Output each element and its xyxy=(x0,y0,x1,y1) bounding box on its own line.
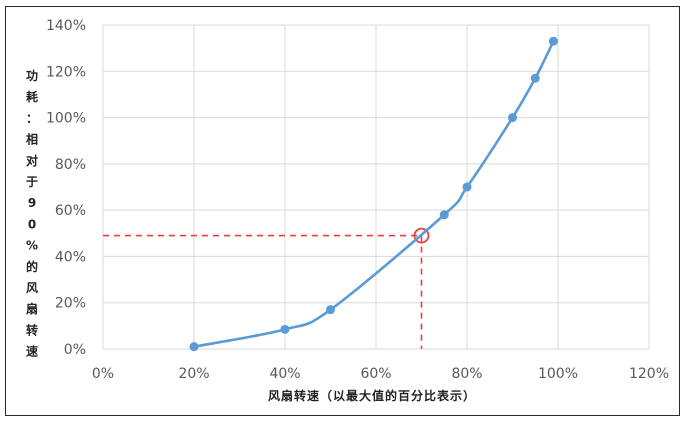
y-tick-label: 60% xyxy=(55,203,86,219)
y-axis-label-char: 扇 xyxy=(26,301,38,316)
data-point xyxy=(508,113,517,123)
y-tick-label: 40% xyxy=(55,249,86,265)
series-line xyxy=(192,39,555,348)
y-axis-label-char: % xyxy=(26,239,38,253)
data-point xyxy=(548,36,558,46)
annotation-circle xyxy=(413,227,430,244)
y-axis-label-char: 速 xyxy=(26,344,38,359)
data-point xyxy=(439,210,449,220)
data-point xyxy=(280,324,290,334)
y-tick-label: 20% xyxy=(55,296,86,312)
y-axis-label-char: 9 xyxy=(28,196,36,210)
data-point xyxy=(462,182,472,192)
y-axis-label-char: 转 xyxy=(26,322,38,337)
x-tick-label: 40% xyxy=(269,366,300,382)
x-tick-label: 80% xyxy=(451,366,482,382)
grid-lines xyxy=(102,24,650,350)
x-axis-ticks: 0% 20% 40% 60% 80% 100% 120% xyxy=(92,366,669,382)
y-axis-label-char: 风 xyxy=(26,281,38,295)
data-point xyxy=(189,342,199,352)
y-axis-label-char: 相 xyxy=(26,132,38,147)
y-axis-label-char: ： xyxy=(26,111,38,125)
annotation-guides xyxy=(103,227,430,349)
y-tick-label: 80% xyxy=(55,157,86,173)
x-tick-label: 100% xyxy=(538,366,578,382)
y-axis-label-char: 的 xyxy=(26,259,38,274)
x-tick-label: 60% xyxy=(360,366,391,382)
y-axis-label-char: 功 xyxy=(26,68,38,83)
y-tick-label: 0% xyxy=(64,342,86,358)
y-axis-ticks: 0% 20% 40% 60% 80% 100% 120% 140% xyxy=(46,18,86,358)
series-line-path xyxy=(192,39,555,348)
y-axis-label-char: 耗 xyxy=(26,89,38,104)
x-tick-label: 0% xyxy=(92,366,114,382)
y-tick-label: 120% xyxy=(46,64,86,80)
y-tick-label: 140% xyxy=(46,18,86,34)
x-axis-label: 风扇转速（以最大值的百分比表示） xyxy=(268,388,476,403)
y-axis-label-char: 对 xyxy=(26,153,38,168)
data-point xyxy=(326,305,335,315)
y-axis-label-char: 于 xyxy=(26,175,38,189)
y-axis-label-char: 0 xyxy=(28,217,36,231)
data-points xyxy=(189,36,558,352)
x-tick-label: 20% xyxy=(178,366,209,382)
chart-frame xyxy=(5,6,680,416)
data-point xyxy=(530,73,540,83)
x-tick-label: 120% xyxy=(629,366,669,382)
y-tick-label: 100% xyxy=(46,111,86,127)
